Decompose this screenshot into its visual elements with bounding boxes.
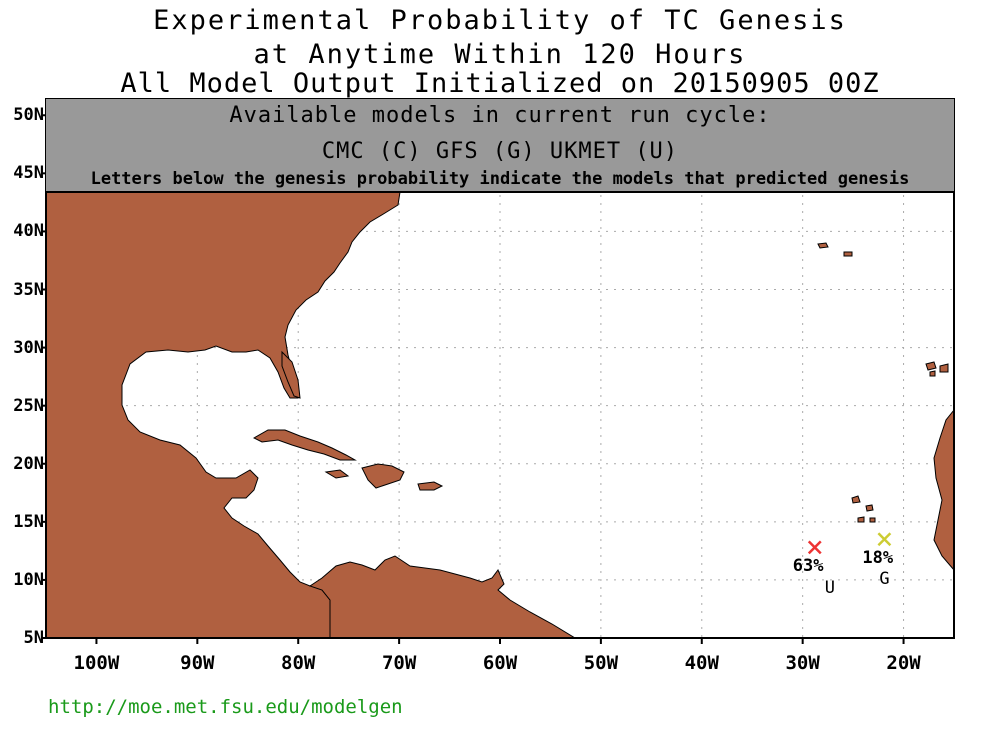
hispaniola-island [361,463,405,489]
footer-url-link[interactable]: http://moe.met.fsu.edu/modelgen [48,696,403,718]
florida-peninsula [281,350,301,399]
lat-label: 10N [13,569,44,590]
genesis-markers [807,532,892,555]
lat-label: 20N [13,453,44,474]
north-america-landmass [45,191,401,639]
lon-label: 70W [381,652,417,674]
lat-label: 45N [13,163,44,184]
legend-models: CMC (C) GFS (G) UKMET (U) [321,139,679,164]
lat-label: 5N [23,628,44,648]
lon-label: 30W [785,652,820,674]
cuba-island [252,429,357,461]
genesis-probability-label: 18% [862,548,894,569]
lon-label: 80W [281,652,316,674]
africa-landmass [933,408,955,572]
lon-label: 60W [482,652,518,674]
azores-islands [817,242,853,257]
title-line-3: All Model Output Initialized on 20150905… [120,68,880,99]
lon-label: 20W [886,652,921,674]
genesis-x-marker [807,540,822,555]
lon-label: 100W [73,652,120,674]
lon-label: 90W [180,652,215,674]
lat-label: 25N [13,395,44,416]
land-masses [45,191,955,639]
lon-label: 40W [684,652,719,674]
south-america-landmass [308,555,577,639]
model-legend-box: Available models in current run cycle: C… [46,99,954,193]
lat-label: 30N [13,337,44,358]
genesis-model-letters: G [879,569,890,590]
genesis-model-letters: U [824,578,836,599]
title-line-1: Experimental Probability of TC Genesis [153,5,847,36]
canary-islands [925,361,949,377]
axis-ticks [41,114,905,644]
genesis-probability-label: 63% [792,556,824,577]
lat-label: 50N [13,105,44,126]
lat-label: 40N [13,221,44,242]
jamaica-island [324,469,350,479]
puerto-rico-island [417,481,444,491]
title-line-2: at Anytime Within 120 Hours [253,39,747,70]
cape-verde-islands [851,495,876,523]
lon-label: 50W [583,652,619,674]
legend-heading: Available models in current run cycle: [229,103,771,128]
genesis-x-marker [877,532,892,547]
legend-note: Letters below the genesis probability in… [90,169,910,189]
lat-label: 15N [13,511,44,532]
lat-label: 35N [13,279,44,300]
